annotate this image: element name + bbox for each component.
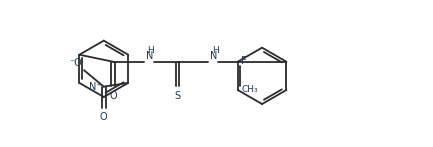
Text: O: O — [110, 91, 117, 101]
Text: H: H — [148, 46, 154, 55]
Text: H: H — [212, 46, 219, 55]
Text: N: N — [210, 51, 217, 61]
Text: ⁻O: ⁻O — [69, 58, 82, 68]
Text: O: O — [100, 112, 107, 122]
Text: F: F — [242, 56, 247, 66]
Text: N: N — [145, 51, 153, 61]
Text: N⁺: N⁺ — [89, 82, 102, 92]
Text: S: S — [174, 91, 181, 101]
Text: CH₃: CH₃ — [242, 85, 258, 94]
